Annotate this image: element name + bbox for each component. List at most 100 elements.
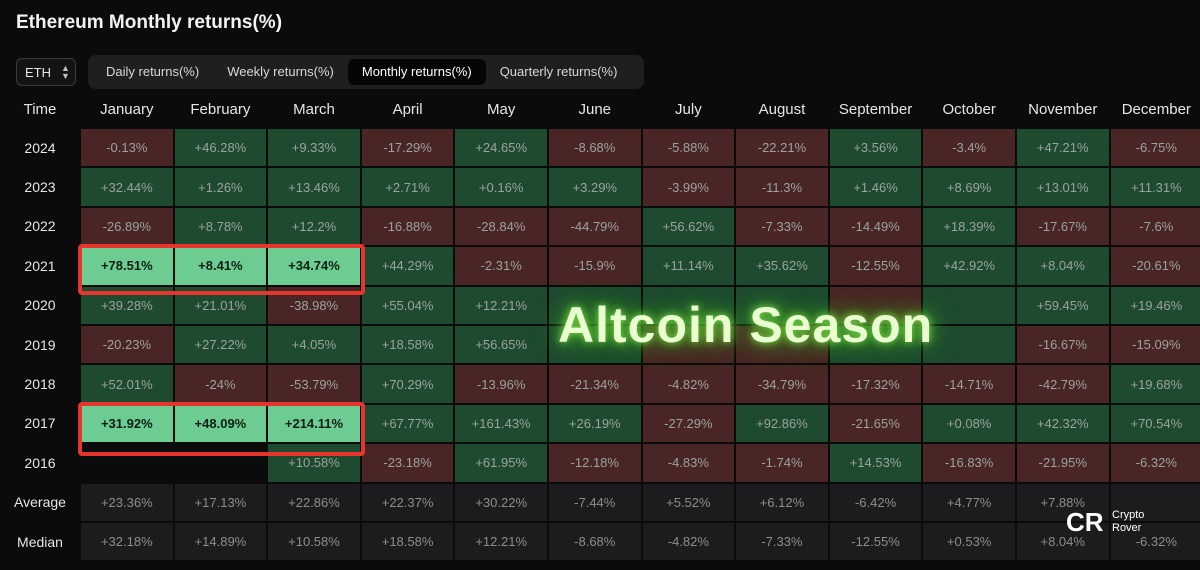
return-cell: +161.43% [455, 404, 547, 443]
return-cell: +11.14% [642, 247, 735, 285]
row-label-2018: 2018 [24, 376, 56, 393]
return-cell: -2.31% [455, 247, 547, 285]
return-cell: +1.46% [829, 168, 922, 206]
stat-cell: +12.21% [455, 522, 547, 561]
return-cell: -44.79% [548, 207, 641, 246]
column-header-time: Time [23, 101, 57, 118]
asset-select-value: ETH [25, 64, 51, 80]
row-label-2020: 2020 [24, 297, 56, 314]
row-label-median: Median [17, 533, 63, 550]
return-cell: -8.68% [548, 129, 641, 167]
stat-cell: +8.04% [1016, 522, 1109, 561]
watermark-line2: Rover [1112, 522, 1142, 534]
stat-cell [1110, 483, 1200, 521]
return-cell: -26.89% [81, 207, 173, 246]
return-cell: +18.39% [923, 207, 1015, 246]
return-cell: +56.62% [642, 207, 735, 246]
return-cell: -16.88% [361, 207, 454, 246]
return-cell: +8.41% [174, 247, 267, 285]
return-cell: -3.99% [642, 168, 735, 206]
return-cell: +31.92% [81, 404, 173, 443]
return-cell: -17.29% [361, 129, 454, 167]
return-cell: +67.77% [361, 404, 454, 443]
tab-weekly-returns[interactable]: Weekly returns(%) [227, 64, 334, 79]
tab-daily-returns[interactable]: Daily returns(%) [106, 64, 200, 79]
return-cell: +12.2% [268, 207, 360, 246]
asset-select[interactable]: ETH ▲ ▼ [16, 58, 76, 86]
column-header-october: October [942, 101, 996, 118]
return-cell: +13.46% [268, 168, 360, 206]
return-cell: -4.83% [642, 444, 735, 482]
return-cell [736, 325, 828, 364]
return-cell: -27.29% [642, 404, 735, 443]
column-header-december: December [1121, 101, 1191, 118]
return-cell: +214.11% [268, 404, 360, 443]
return-cell: +0.08% [923, 404, 1015, 443]
return-cell: +92.86% [736, 404, 828, 443]
return-cell: -28.84% [455, 207, 547, 246]
return-cell: -15.09% [1110, 325, 1200, 364]
return-cell: +70.54% [1110, 404, 1200, 443]
return-cell: +56.65% [455, 325, 547, 364]
return-cell: +47.21% [1016, 129, 1109, 167]
row-label-2016: 2016 [24, 454, 56, 471]
return-cell: +4.05% [268, 325, 360, 364]
return-cell: -53.79% [268, 365, 360, 403]
return-cell: -42.79% [1016, 365, 1109, 403]
return-cell: +3.29% [548, 168, 641, 206]
tab-monthly-returns[interactable]: Monthly returns(%) [347, 59, 486, 85]
return-cell: +32.44% [81, 168, 173, 206]
return-cell: +59.45% [1016, 286, 1109, 324]
row-label-2017: 2017 [24, 415, 56, 432]
return-cell: +42.32% [1016, 404, 1109, 443]
return-cell: -16.83% [923, 444, 1015, 482]
return-cell: -7.6% [1110, 207, 1200, 246]
return-cell: +48.09% [174, 404, 267, 443]
tab-quarterly-returns[interactable]: Quarterly returns(%) [499, 64, 618, 79]
return-cell: -20.23% [81, 325, 173, 364]
stat-cell: +7.88% [1016, 483, 1109, 521]
return-cell [175, 444, 267, 481]
return-cell: -0.13% [81, 129, 173, 167]
row-label-2023: 2023 [24, 179, 56, 196]
return-cell: -13.96% [455, 365, 547, 403]
stat-cell: +22.86% [268, 483, 360, 521]
stat-cell: -7.33% [736, 522, 828, 561]
return-cell: +44.29% [361, 247, 454, 285]
stat-cell: +6.12% [736, 483, 828, 521]
stat-cell: +10.58% [268, 522, 360, 561]
return-cell [829, 325, 922, 364]
return-cell: -20.61% [1110, 247, 1200, 285]
return-cell: -24% [174, 365, 267, 403]
return-cell: +24.65% [455, 129, 547, 167]
return-cell: -11.3% [736, 168, 828, 206]
returns-tabs: Daily returns(%) Weekly returns(%) Month… [88, 55, 644, 89]
row-label-2022: 2022 [24, 218, 56, 235]
return-cell: -5.88% [642, 129, 735, 167]
return-cell: +39.28% [81, 286, 173, 324]
stat-cell: +32.18% [81, 522, 173, 561]
return-cell: -38.98% [268, 286, 360, 324]
stat-cell: +23.36% [81, 483, 173, 521]
return-cell: -6.32% [1110, 444, 1200, 482]
return-cell: +46.28% [174, 129, 267, 167]
column-header-april: April [392, 101, 423, 118]
return-cell: +26.19% [548, 404, 641, 443]
return-cell: +78.51% [81, 247, 173, 285]
stat-cell: +5.52% [642, 483, 735, 521]
return-cell: -7.33% [736, 207, 828, 246]
return-cell [736, 286, 828, 324]
column-header-may: May [487, 101, 516, 118]
stat-cell: -7.44% [548, 483, 641, 521]
return-cell: -21.95% [1016, 444, 1109, 482]
return-cell: +42.92% [923, 247, 1015, 285]
return-cell: +34.74% [268, 247, 360, 285]
return-cell: -21.65% [829, 404, 922, 443]
stat-cell: -4.82% [642, 522, 735, 561]
return-cell: -17.67% [1016, 207, 1109, 246]
return-cell: -14.49% [829, 207, 922, 246]
return-cell: +13.01% [1016, 168, 1109, 206]
watermark: CR Crypto Rover [1066, 506, 1144, 538]
row-label-2019: 2019 [24, 336, 56, 353]
stat-cell: -6.32% [1110, 522, 1200, 561]
